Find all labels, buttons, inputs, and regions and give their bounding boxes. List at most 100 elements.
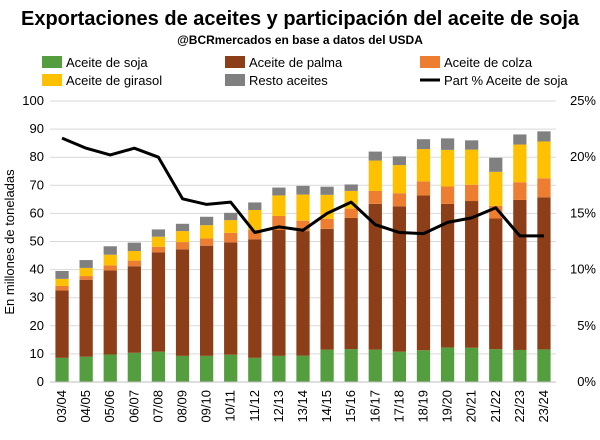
- bar-segment: [175, 223, 190, 232]
- bar-segment: [392, 165, 407, 194]
- x-tick-label: 19/20: [440, 390, 455, 423]
- y-tick-label: 50: [30, 234, 44, 249]
- y-tick-label: 40: [30, 262, 44, 277]
- bar-segment: [248, 202, 262, 211]
- bar-segment: [368, 349, 382, 382]
- x-tick-label: 05/06: [102, 390, 117, 423]
- bar-segment: [127, 266, 141, 353]
- bar-segment: [199, 245, 214, 356]
- legend-swatch: [42, 74, 62, 86]
- bar-segment: [344, 184, 358, 191]
- y2-tick-label: 5%: [577, 318, 596, 333]
- bar-segment: [392, 351, 407, 382]
- x-tick-label: 03/04: [54, 390, 69, 423]
- x-tick-label: 23/24: [536, 390, 551, 423]
- bar-segment: [127, 352, 141, 382]
- bar-segment: [296, 185, 310, 195]
- bar-segment: [151, 229, 166, 237]
- bar-segment: [55, 357, 69, 382]
- bar-segment: [272, 229, 286, 356]
- legend-label: Aceite de colza: [444, 55, 533, 70]
- x-tick-label: 20/21: [464, 390, 479, 423]
- x-tick-label: 14/15: [319, 390, 334, 423]
- bar-segment: [489, 157, 503, 172]
- bar-segment: [513, 182, 527, 200]
- bar-segment: [344, 349, 358, 382]
- y-tick-label: 20: [30, 318, 44, 333]
- chart-subtitle: @BCRmercados en base a datos del USDA: [177, 33, 423, 47]
- bar-segment: [103, 265, 117, 271]
- bar-segment: [513, 134, 527, 145]
- bar-segment: [272, 195, 286, 216]
- bar-segment: [248, 210, 262, 230]
- bar-segment: [55, 271, 69, 279]
- bar-segment: [199, 216, 214, 226]
- legend-label: Aceite de girasol: [66, 73, 162, 88]
- bar-segment: [392, 156, 407, 166]
- bar-segment: [416, 149, 431, 182]
- bar-segment: [489, 218, 503, 350]
- bar-segment: [224, 242, 238, 355]
- bar-segment: [440, 203, 455, 348]
- x-tick-label: 13/14: [295, 390, 310, 423]
- bar-segment: [103, 246, 117, 255]
- bar-segment: [416, 181, 431, 196]
- bar-segment: [79, 279, 93, 357]
- x-tick-label: 17/18: [391, 390, 406, 423]
- y-tick-label: 90: [30, 121, 44, 136]
- bar-segment: [296, 220, 310, 232]
- bar-segment: [175, 355, 190, 382]
- bar-segment: [224, 220, 238, 233]
- y-axis-label: En millones de toneladas: [2, 169, 17, 315]
- bar-segment: [103, 270, 117, 355]
- bar-segment: [368, 151, 382, 161]
- bar-segment: [489, 171, 503, 206]
- x-tick-label: 04/05: [78, 390, 93, 423]
- bar-segment: [151, 246, 166, 253]
- bar-segment: [344, 208, 358, 218]
- x-tick-label: 21/22: [488, 390, 503, 423]
- bar-segment: [55, 285, 69, 291]
- bar-segment: [296, 194, 310, 221]
- y-tick-label: 100: [22, 93, 44, 108]
- bar-segment: [416, 139, 431, 150]
- bar-segment: [175, 249, 190, 356]
- bar-segment: [537, 178, 551, 198]
- y-tick-label: 60: [30, 205, 44, 220]
- bar-segment: [151, 236, 166, 247]
- bar-segment: [465, 201, 479, 348]
- legend: Aceite de soja Aceite de palma Aceite de c…: [42, 55, 568, 88]
- bar-segment: [248, 229, 262, 240]
- bar-segment: [368, 190, 382, 204]
- legend-label: Resto aceites: [249, 73, 328, 88]
- line-series-path: [61, 136, 544, 238]
- bar-segment: [537, 197, 551, 350]
- bar-segment: [320, 228, 334, 350]
- bar-segment: [224, 354, 238, 382]
- x-tick-label: 08/09: [175, 390, 190, 423]
- bars: [55, 131, 551, 382]
- legend-swatch: [225, 74, 245, 86]
- y-tick-label: 10: [30, 346, 44, 361]
- legend-swatch: [420, 56, 440, 68]
- legend-label: Aceite de soja: [66, 55, 148, 70]
- bar-segment: [320, 186, 334, 195]
- bar-segment: [103, 354, 117, 382]
- y2-tick-label: 0%: [577, 374, 596, 389]
- bar-segment: [513, 349, 527, 382]
- y-tick-label: 80: [30, 149, 44, 164]
- bar-segment: [272, 355, 286, 382]
- x-tick-label: 06/07: [126, 390, 141, 423]
- bar-segment: [368, 203, 382, 350]
- x-tick-label: 07/08: [150, 390, 165, 423]
- bar-segment: [79, 276, 93, 280]
- bar-segment: [537, 141, 551, 179]
- legend-label: Aceite de palma: [249, 55, 343, 70]
- bar-segment: [416, 195, 431, 351]
- bar-segment: [127, 251, 141, 261]
- y2-tick-label: 15%: [570, 205, 596, 220]
- bar-segment: [224, 232, 238, 243]
- legend-swatch: [225, 56, 245, 68]
- share-line: [61, 136, 544, 238]
